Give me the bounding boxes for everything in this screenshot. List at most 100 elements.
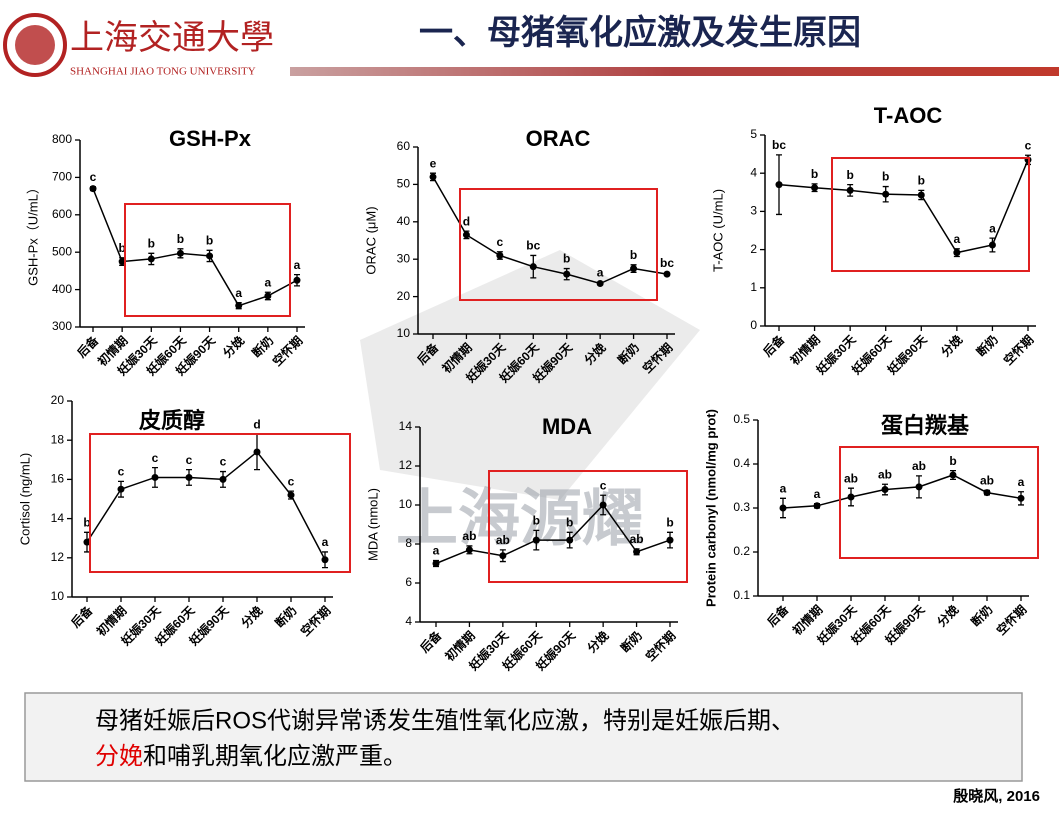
y-tick-label: 1: [750, 280, 757, 294]
y-tick-label: 60: [397, 139, 411, 153]
significance-label: ab: [912, 459, 926, 473]
data-point: [89, 185, 97, 193]
data-point: [529, 263, 537, 271]
highlight-box: [488, 470, 688, 583]
significance-label: b: [949, 454, 956, 468]
x-tick-label: 分娩: [938, 332, 966, 360]
x-tick-label: 妊娠90天: [884, 331, 930, 377]
data-point: [779, 504, 787, 512]
y-tick-label: 600: [52, 207, 72, 221]
data-point: [983, 489, 991, 497]
data-point: [429, 173, 437, 181]
significance-label: ab: [980, 474, 994, 488]
data-point: [287, 491, 295, 499]
data-point: [118, 258, 126, 266]
x-tick-label: 后备: [417, 627, 445, 655]
y-tick-label: 12: [399, 458, 413, 472]
significance-label: bc: [660, 256, 674, 270]
data-point: [219, 475, 227, 483]
data-point: [235, 302, 243, 310]
data-point: [206, 252, 214, 260]
chart-title: T-AOC: [874, 103, 943, 128]
significance-label: a: [235, 286, 242, 300]
data-point: [630, 265, 638, 273]
data-point: [915, 483, 923, 491]
significance-label: e: [430, 156, 437, 170]
data-point: [1017, 494, 1025, 502]
significance-label: ab: [878, 467, 892, 481]
significance-label: ab: [844, 471, 858, 485]
significance-label: b: [118, 241, 125, 255]
data-point: [775, 181, 783, 189]
x-tick-label: 断奶: [968, 602, 996, 630]
chart: 蛋白羰基 Protein carbonyl (nmol/mg prot) 0.1 0.…: [703, 409, 1039, 647]
x-tick-label: 分娩: [238, 603, 266, 631]
data-line: [92, 188, 298, 307]
significance-label: c: [186, 453, 193, 467]
significance-label: b: [666, 515, 673, 529]
data-point: [185, 473, 193, 481]
significance-label: bc: [526, 239, 540, 253]
significance-label: c: [1025, 138, 1032, 152]
x-tick-label: 空怀期: [642, 628, 678, 664]
data-point: [813, 502, 821, 510]
data-point: [253, 448, 261, 456]
data-point: [599, 501, 607, 509]
y-tick-label: 0.5: [733, 412, 750, 426]
y-tick-label: 0.1: [733, 588, 750, 602]
significance-label: a: [433, 544, 440, 558]
significance-label: b: [177, 232, 184, 246]
y-axis-label: Protein carbonyl (nmol/mg prot): [703, 409, 718, 607]
significance-label: a: [1018, 475, 1025, 489]
y-tick-label: 18: [51, 432, 65, 446]
significance-label: c: [288, 474, 295, 488]
significance-label: b: [811, 167, 818, 181]
data-point: [988, 241, 996, 249]
significance-label: a: [294, 258, 301, 272]
y-tick-label: 10: [51, 589, 65, 603]
y-tick-label: 5: [750, 127, 757, 141]
y-tick-label: 6: [405, 575, 412, 589]
y-tick-label: 14: [399, 419, 413, 433]
highlight-box: [89, 433, 351, 573]
x-tick-label: 后备: [760, 331, 788, 359]
y-tick-label: 30: [397, 251, 411, 265]
y-tick-label: 4: [750, 165, 757, 179]
significance-label: a: [322, 535, 329, 549]
y-axis-label: ORAC (μM): [363, 206, 378, 274]
highlight-box: [124, 203, 291, 317]
x-tick-label: 空怀期: [297, 603, 333, 639]
data-point: [293, 276, 301, 284]
y-axis-label: GSH-Px（U/mL）: [25, 181, 40, 286]
significance-label: a: [780, 481, 787, 495]
data-point: [633, 548, 641, 556]
citation: 殷晓风, 2016: [953, 787, 1040, 805]
data-point: [663, 270, 671, 278]
y-tick-label: 500: [52, 244, 72, 258]
significance-label: a: [265, 275, 272, 289]
significance-label: c: [90, 170, 97, 184]
significance-label: ab: [496, 533, 510, 547]
y-tick-label: 4: [405, 614, 412, 628]
chart-title: MDA: [542, 414, 592, 439]
data-point: [465, 546, 473, 554]
chart: GSH-PxGSH-Px（U/mL）300400500600700800后备初情…: [25, 126, 305, 378]
y-tick-label: 50: [397, 177, 411, 191]
x-tick-label: 分娩: [584, 628, 612, 656]
x-tick-label: 后备: [764, 601, 792, 629]
significance-label: ab: [462, 529, 476, 543]
significance-label: a: [814, 487, 821, 501]
header-bar: [290, 67, 1059, 76]
y-tick-label: 12: [51, 550, 65, 564]
summary-box: [24, 692, 1023, 782]
chart-title: 皮质醇: [139, 408, 205, 433]
y-tick-label: 300: [52, 319, 72, 333]
y-axis-label: Cortisol (ng/mL): [17, 453, 32, 545]
x-tick-label: 分娩: [219, 333, 247, 361]
slide-title: 一、母猪氧化应激及发生原因: [419, 14, 861, 52]
highlight-box: [839, 446, 1039, 559]
data-point: [432, 560, 440, 567]
y-tick-label: 2: [750, 242, 757, 256]
